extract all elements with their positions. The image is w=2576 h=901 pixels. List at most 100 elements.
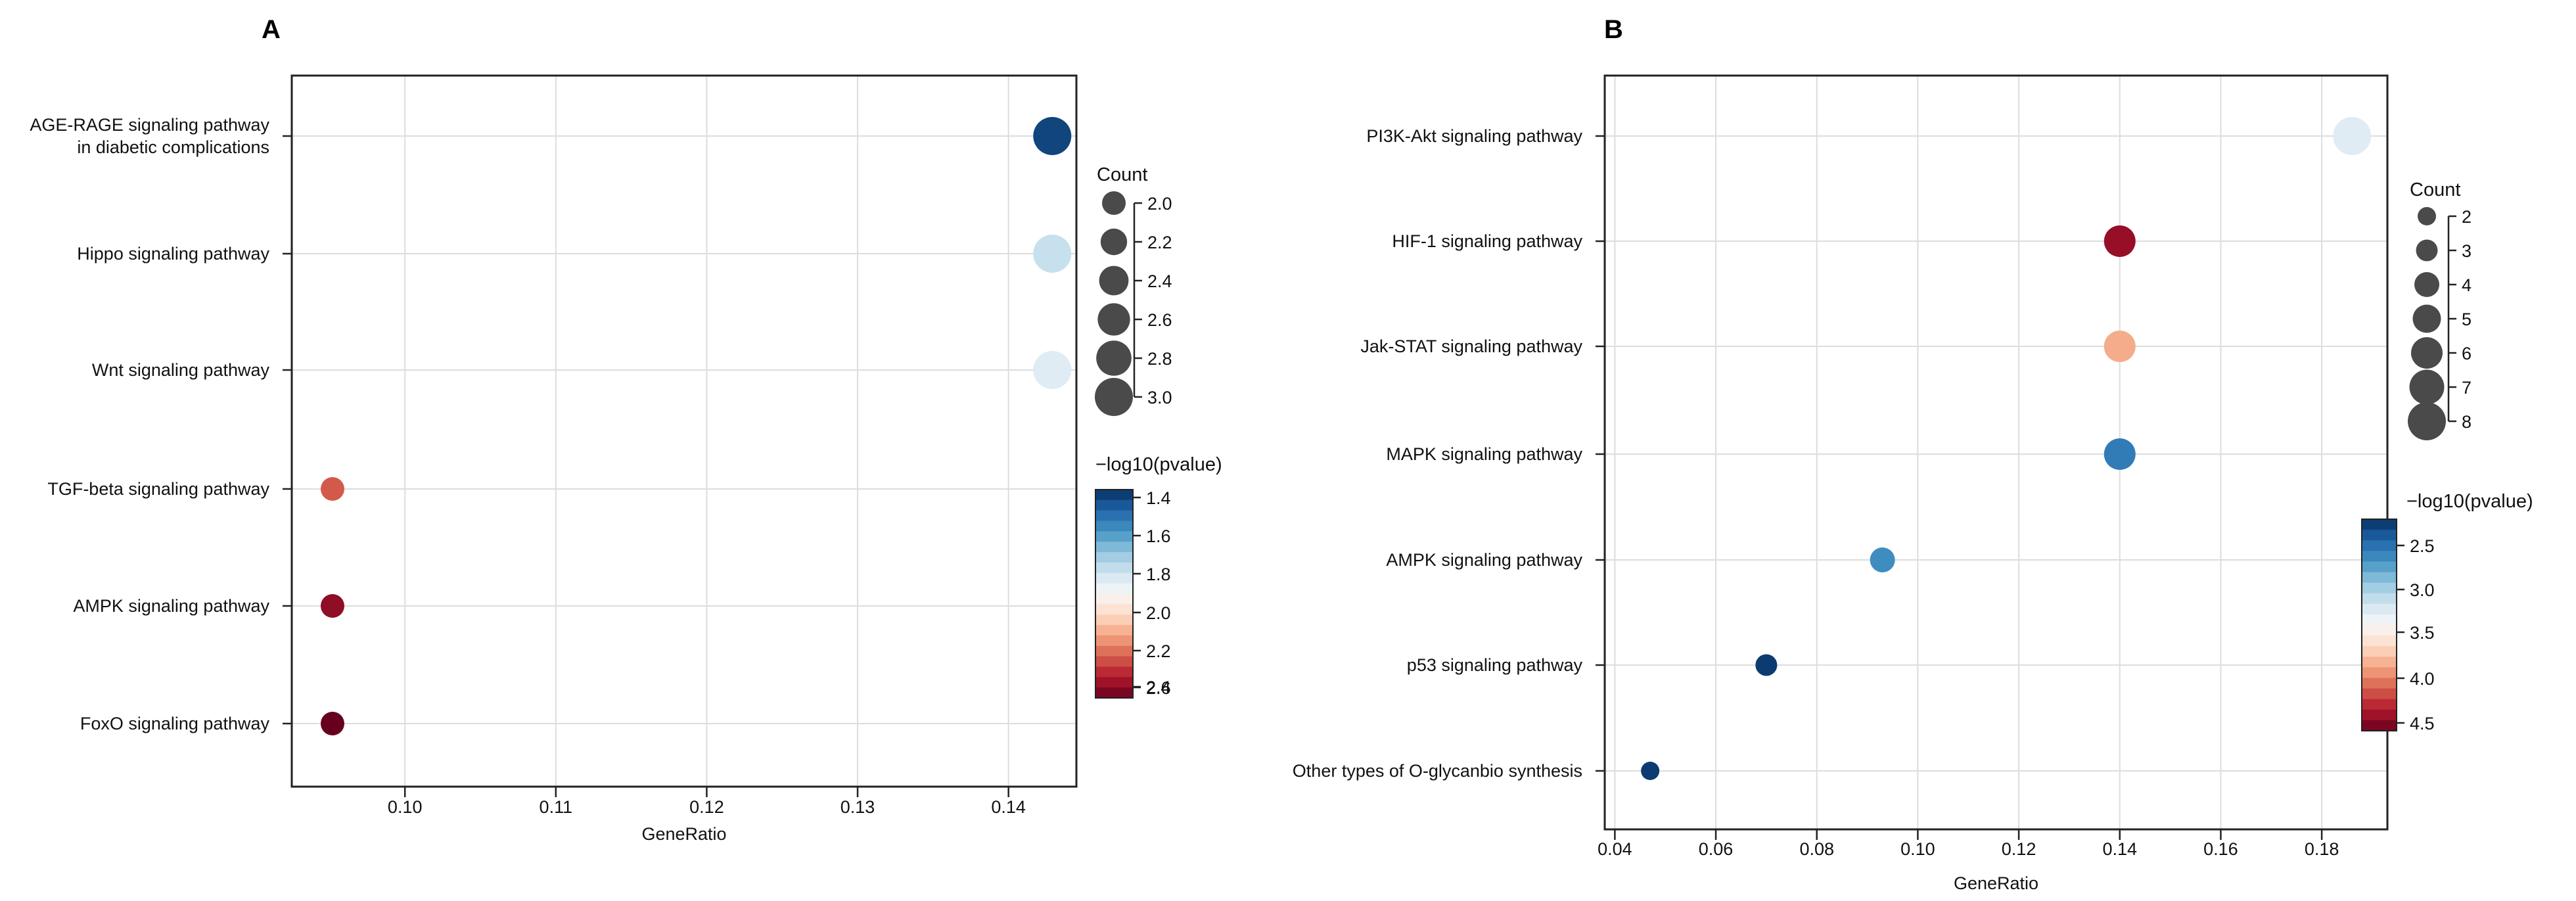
size-legend-marker	[2408, 402, 2446, 440]
colorbar-segment	[1095, 677, 1133, 688]
x-tick-label: 0.08	[1799, 839, 1834, 859]
colorbar-segment	[2362, 646, 2397, 657]
category-label-line: FoxO signaling pathway	[80, 714, 270, 733]
colorbar-segment	[1095, 614, 1133, 626]
size-legend-label: 2.4	[1147, 271, 1172, 291]
colorbar-segment	[1095, 490, 1133, 501]
data-point	[1033, 351, 1072, 389]
size-legend-marker	[2418, 207, 2436, 225]
data-point	[2104, 438, 2136, 470]
size-legend-marker	[2409, 369, 2445, 405]
category-label-line: Other types of O-glycanbio synthesis	[1293, 761, 1582, 781]
colorbar-segment	[1095, 687, 1133, 699]
size-legend-marker	[1096, 340, 1132, 376]
size-legend-marker	[2416, 239, 2438, 262]
size-legend-label: 3	[2462, 241, 2472, 261]
size-legend-label: 2	[2462, 207, 2472, 227]
category-label-line: AMPK signaling pathway	[1386, 550, 1582, 570]
colorbar-label: 3.5	[2410, 623, 2435, 643]
data-point	[2104, 331, 2136, 362]
colorbar-segment	[2362, 699, 2397, 710]
x-tick-label: 0.12	[689, 797, 724, 817]
colorbar-segment	[1095, 499, 1133, 511]
colorbar-segment	[2362, 635, 2397, 647]
panel-letter: A	[262, 15, 281, 44]
colorbar-frame	[2361, 519, 2397, 731]
colorbar-label: 2.2	[1146, 641, 1171, 661]
x-tick-label: 0.13	[840, 797, 875, 817]
x-axis-label: GeneRatio	[1954, 873, 2038, 893]
size-legend-label: 4	[2462, 275, 2472, 295]
colorbar-segment	[1095, 635, 1133, 647]
colorbar-label: 2.5	[2410, 536, 2435, 556]
colorbar-label: 4.0	[2410, 669, 2435, 689]
colorbar-label: 1.8	[1146, 565, 1171, 584]
category-label: HIF-1 signaling pathway	[1392, 231, 1582, 251]
size-legend-marker	[1100, 228, 1128, 256]
x-tick-label: 0.14	[2102, 839, 2137, 859]
category-label: PI3K-Akt signaling pathway	[1366, 126, 1582, 146]
size-legend-label: 2.6	[1147, 310, 1172, 330]
category-label: Wnt signaling pathway	[92, 360, 270, 380]
colorbar-segment	[2362, 688, 2397, 700]
size-legend-label: 2.8	[1147, 349, 1172, 369]
x-tick-label: 0.06	[1699, 839, 1734, 859]
x-axis-label: GeneRatio	[641, 824, 726, 844]
category-label: AMPK signaling pathway	[1386, 550, 1582, 570]
category-label: FoxO signaling pathway	[80, 714, 270, 733]
colorbar-segment	[1095, 520, 1133, 532]
colorbar-segment	[1095, 510, 1133, 522]
colorbar-segment	[2362, 572, 2397, 584]
category-label: Jak-STAT signaling pathway	[1360, 336, 1582, 356]
category-label-line: p53 signaling pathway	[1407, 655, 1583, 675]
colorbar-segment	[1095, 542, 1133, 553]
colorbar-segment	[1095, 531, 1133, 542]
colorbar-segment	[2362, 709, 2397, 721]
colorbar-segment	[2362, 593, 2397, 605]
category-label: Hippo signaling pathway	[77, 244, 269, 264]
colorbar-label: 1.6	[1146, 526, 1171, 546]
colorbar-segment	[2362, 561, 2397, 573]
x-tick-label: 0.10	[388, 797, 423, 817]
size-legend-label: 6	[2462, 344, 2472, 363]
colorbar-segment	[2362, 530, 2397, 541]
colorbar-segment	[2362, 657, 2397, 668]
data-point	[1033, 117, 1072, 155]
colorbar-segment	[1095, 656, 1133, 668]
size-legend-marker	[1099, 266, 1129, 296]
size-legend-marker	[2411, 337, 2443, 369]
data-point	[1641, 762, 1660, 780]
category-label-line: HIF-1 signaling pathway	[1392, 231, 1582, 251]
x-tick-label: 0.16	[2203, 839, 2238, 859]
data-point	[320, 477, 344, 501]
x-tick-label: 0.14	[991, 797, 1026, 817]
category-label: MAPK signaling pathway	[1386, 444, 1582, 464]
size-legend-title: Count	[2410, 179, 2460, 200]
data-point	[1870, 547, 1895, 572]
colorbar-segment	[2362, 519, 2397, 530]
x-tick-label: 0.12	[2002, 839, 2036, 859]
data-point	[1033, 235, 1072, 273]
category-label-line: PI3K-Akt signaling pathway	[1366, 126, 1582, 146]
x-tick-label: 0.04	[1598, 839, 1632, 859]
colorbar-segment	[2362, 667, 2397, 679]
color-legend-title: −log10(pvalue)	[2406, 491, 2533, 512]
size-legend-marker	[1102, 191, 1126, 215]
category-label-line: Hippo signaling pathway	[77, 244, 269, 264]
colorbar-segment	[2362, 603, 2397, 615]
category-label-line: TGF-beta signaling pathway	[47, 479, 269, 499]
category-label-line: MAPK signaling pathway	[1386, 444, 1582, 464]
data-point	[1755, 654, 1778, 676]
data-point	[2104, 225, 2136, 257]
colorbar-label: 3.0	[2410, 580, 2435, 600]
data-point	[2333, 117, 2372, 155]
colorbar-segment	[1095, 625, 1133, 636]
x-tick-label: 0.11	[540, 797, 573, 817]
colorbar-segment	[1095, 572, 1133, 584]
colorbar-segment	[1095, 593, 1133, 605]
category-label: Other types of O-glycanbio synthesis	[1293, 761, 1582, 781]
plot-frame	[1603, 74, 2389, 831]
size-legend-marker	[2412, 304, 2441, 333]
colorbar-segment	[1095, 562, 1133, 574]
